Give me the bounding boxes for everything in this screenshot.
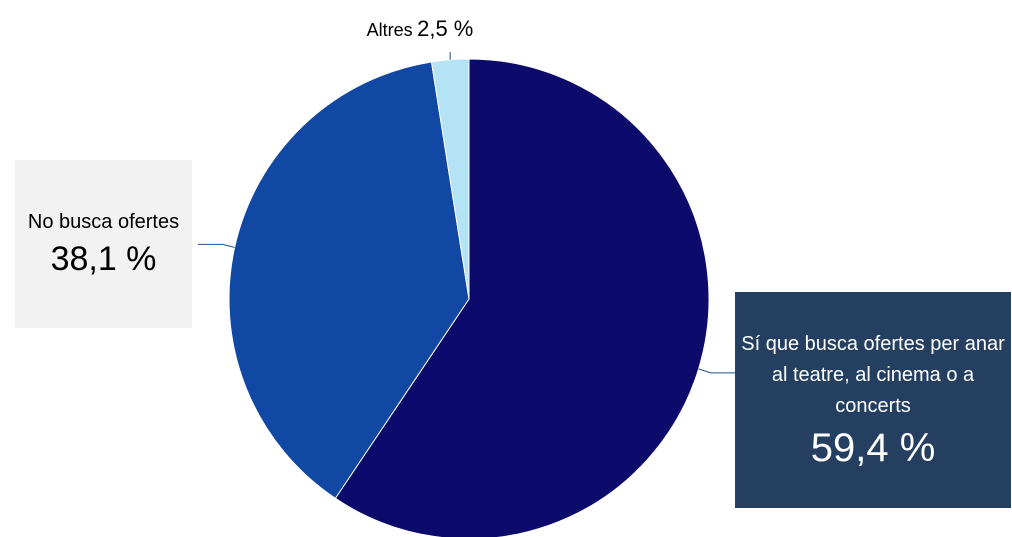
label-no-busca-name: No busca ofertes (27, 210, 180, 233)
label-si-busca: Sí que busca ofertes per anar al teatre,… (735, 292, 1011, 508)
label-altres: Altres 2,5 % (300, 16, 540, 42)
leader-line-si-busca (698, 368, 735, 374)
leader-line-no-busca (198, 243, 235, 248)
label-si-busca-name: Sí que busca ofertes per anar al teatre,… (741, 332, 1005, 417)
pie-slice-no-busca (228, 61, 470, 500)
label-no-busca: No busca ofertes 38,1 % (15, 160, 192, 328)
label-altres-value: 2,5 % (417, 16, 474, 41)
label-si-busca-value: 59,4 % (810, 425, 936, 470)
label-altres-name: Altres (366, 20, 413, 40)
pie-slice-altres (430, 58, 470, 300)
label-no-busca-value: 38,1 % (50, 239, 157, 278)
